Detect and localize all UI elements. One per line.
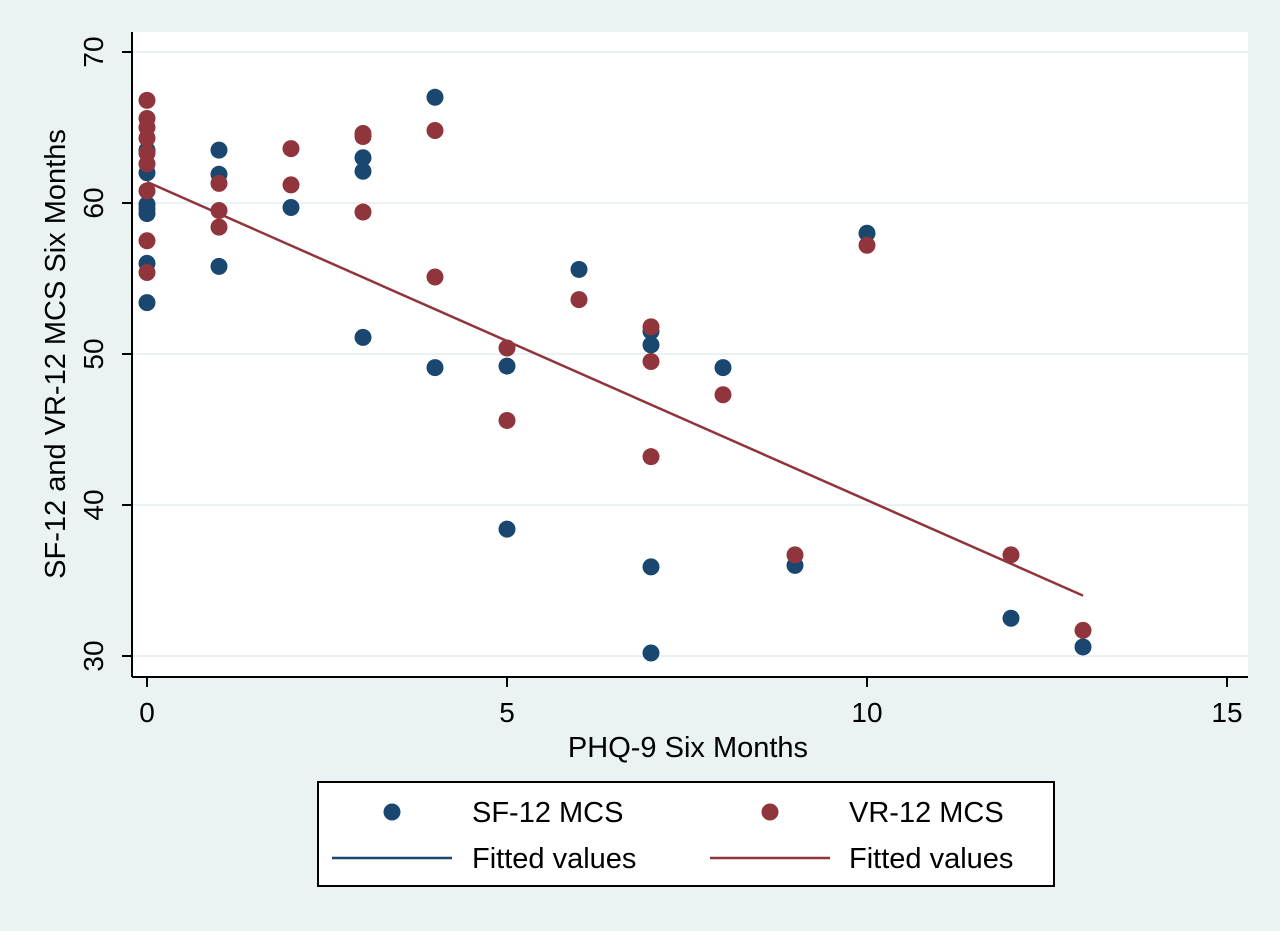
point-vr-12-mcs xyxy=(642,448,660,466)
point-sf-12-mcs xyxy=(354,149,372,167)
point-vr-12-mcs xyxy=(282,176,300,194)
point-vr-12-mcs xyxy=(570,291,588,309)
point-vr-12-mcs xyxy=(498,339,516,357)
point-vr-12-mcs xyxy=(714,386,732,404)
point-vr-12-mcs xyxy=(642,318,660,336)
point-sf-12-mcs xyxy=(570,260,588,278)
point-sf-12-mcs xyxy=(282,199,300,217)
point-sf-12-mcs xyxy=(138,294,156,312)
y-tick-label: 30 xyxy=(78,640,109,671)
point-vr-12-mcs xyxy=(282,140,300,158)
x-axis-title: PHQ-9 Six Months xyxy=(568,732,808,764)
fitted-line xyxy=(146,180,1084,597)
point-sf-12-mcs xyxy=(642,336,660,354)
point-vr-12-mcs xyxy=(138,129,156,147)
point-sf-12-mcs xyxy=(138,205,156,223)
point-vr-12-mcs xyxy=(354,203,372,221)
point-vr-12-mcs xyxy=(210,202,228,220)
x-tick-label: 15 xyxy=(1211,697,1242,728)
legend-box xyxy=(317,781,1055,887)
x-tick-label: 5 xyxy=(499,697,515,728)
point-vr-12-mcs xyxy=(786,546,804,564)
legend-marker-vr12 xyxy=(761,803,779,821)
point-sf-12-mcs xyxy=(858,224,876,242)
legend-marker-sf12 xyxy=(383,803,401,821)
point-sf-12-mcs xyxy=(210,257,228,275)
data-points xyxy=(138,88,1092,662)
gridlines xyxy=(132,51,1248,657)
point-sf-12-mcs xyxy=(354,328,372,346)
legend: SF-12 MCS VR-12 MCS Fitted values Fitted… xyxy=(317,781,1055,887)
point-sf-12-mcs xyxy=(210,141,228,159)
point-sf-12-mcs xyxy=(1074,638,1092,656)
point-vr-12-mcs xyxy=(210,218,228,236)
point-vr-12-mcs xyxy=(426,122,444,140)
point-vr-12-mcs xyxy=(858,236,876,254)
x-tick-label: 0 xyxy=(139,697,155,728)
y-tick-label: 70 xyxy=(78,36,109,67)
point-vr-12-mcs xyxy=(1002,546,1020,564)
axes: 30 40 50 60 70 0 5 10 15 xyxy=(78,32,1248,728)
point-sf-12-mcs xyxy=(714,359,732,377)
point-sf-12-mcs xyxy=(1002,609,1020,627)
point-vr-12-mcs xyxy=(138,182,156,200)
point-vr-12-mcs xyxy=(138,91,156,109)
legend-label-vr12-fit: Fitted values xyxy=(849,843,1013,875)
point-sf-12-mcs xyxy=(498,357,516,375)
point-vr-12-mcs xyxy=(498,411,516,429)
point-vr-12-mcs xyxy=(138,155,156,173)
x-tick-label: 10 xyxy=(851,697,882,728)
point-sf-12-mcs xyxy=(498,520,516,538)
y-tick-label: 60 xyxy=(78,187,109,218)
point-vr-12-mcs xyxy=(138,232,156,250)
point-sf-12-mcs xyxy=(642,644,660,662)
point-sf-12-mcs xyxy=(426,88,444,106)
point-sf-12-mcs xyxy=(354,162,372,180)
y-axis-title: SF-12 and VR-12 MCS Six Months xyxy=(40,129,72,579)
point-vr-12-mcs xyxy=(1074,621,1092,639)
point-sf-12-mcs xyxy=(642,558,660,576)
point-sf-12-mcs xyxy=(426,359,444,377)
legend-label-vr12: VR-12 MCS xyxy=(849,797,1004,829)
y-tick-label: 50 xyxy=(78,338,109,369)
point-vr-12-mcs xyxy=(210,174,228,192)
point-vr-12-mcs xyxy=(138,263,156,281)
point-vr-12-mcs xyxy=(642,353,660,371)
legend-label-sf12-fit: Fitted values xyxy=(472,843,636,875)
point-vr-12-mcs xyxy=(354,128,372,146)
legend-label-sf12: SF-12 MCS xyxy=(472,797,623,829)
y-tick-label: 40 xyxy=(78,489,109,520)
point-vr-12-mcs xyxy=(426,268,444,286)
fitted-lines xyxy=(146,180,1084,597)
